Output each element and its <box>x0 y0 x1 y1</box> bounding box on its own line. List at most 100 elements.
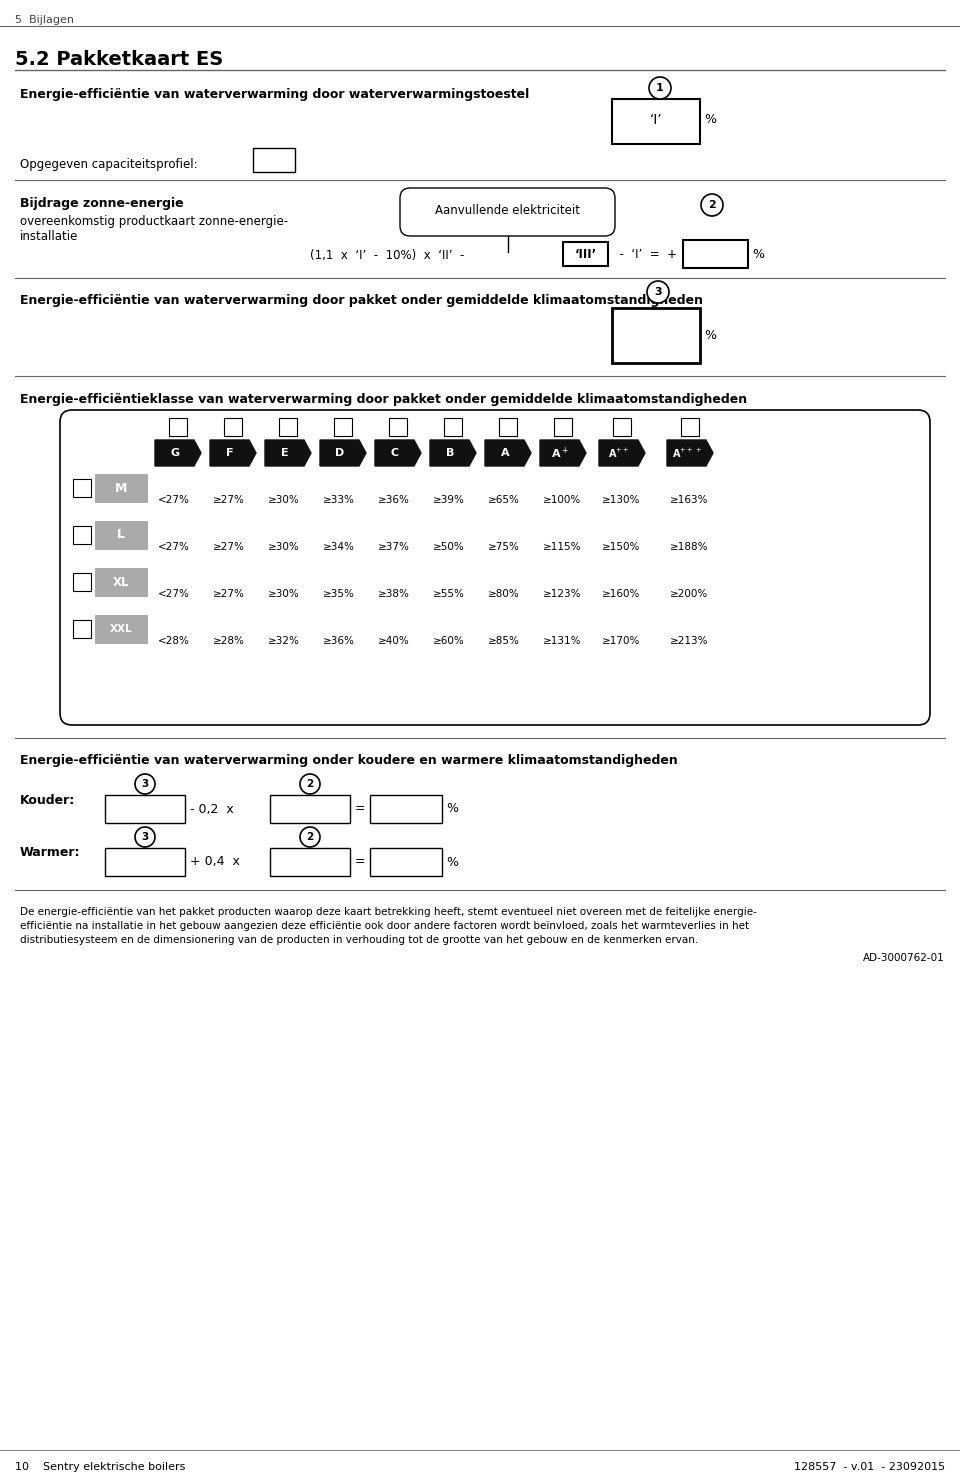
Text: ‘I’: ‘I’ <box>650 112 662 127</box>
Text: ≥30%: ≥30% <box>268 495 300 505</box>
Text: Aanvullende elektriciteit: Aanvullende elektriciteit <box>435 205 580 218</box>
Text: - 0,2  x: - 0,2 x <box>190 802 233 815</box>
Bar <box>270 795 350 823</box>
Text: Kouder:: Kouder: <box>20 793 75 807</box>
FancyBboxPatch shape <box>60 411 930 726</box>
Text: ≥188%: ≥188% <box>670 542 708 552</box>
Text: De energie-efficiëntie van het pakket producten waarop deze kaart betrekking hee: De energie-efficiëntie van het pakket pr… <box>20 907 756 917</box>
Text: efficiëntie na installatie in het gebouw aangezien deze efficiëntie ook door and: efficiëntie na installatie in het gebouw… <box>20 921 749 930</box>
Text: ≥36%: ≥36% <box>323 636 355 646</box>
Bar <box>612 99 700 144</box>
Circle shape <box>649 77 671 99</box>
Polygon shape <box>430 440 476 467</box>
Text: Energie-efficiëntie van waterverwarming door waterverwarmingstoestel: Energie-efficiëntie van waterverwarming … <box>20 88 529 102</box>
Text: Energie-efficiëntie van waterverwarming onder koudere en warmere klimaatomstandi: Energie-efficiëntie van waterverwarming … <box>20 754 678 767</box>
Bar <box>95 521 147 549</box>
Text: ≥160%: ≥160% <box>602 589 640 599</box>
Bar <box>389 418 407 436</box>
Polygon shape <box>485 440 531 467</box>
Text: A$^+$: A$^+$ <box>551 446 569 461</box>
Text: ≥39%: ≥39% <box>433 495 465 505</box>
Text: ≥100%: ≥100% <box>543 495 581 505</box>
Bar <box>105 795 185 823</box>
Text: ≥28%: ≥28% <box>213 636 245 646</box>
Polygon shape <box>210 440 256 467</box>
Text: <27%: <27% <box>158 542 190 552</box>
Text: ≥65%: ≥65% <box>488 495 520 505</box>
Circle shape <box>300 827 320 846</box>
Bar <box>334 418 352 436</box>
Text: 10    Sentry elektrische boilers: 10 Sentry elektrische boilers <box>15 1462 185 1472</box>
Text: ≥85%: ≥85% <box>488 636 520 646</box>
Text: A$^{+++}$: A$^{+++}$ <box>672 446 702 459</box>
Bar <box>73 620 91 637</box>
Text: %: % <box>704 330 716 342</box>
Text: =: = <box>355 802 366 815</box>
Bar <box>169 418 187 436</box>
Circle shape <box>135 827 155 846</box>
Circle shape <box>701 194 723 216</box>
Text: F: F <box>227 447 233 458</box>
Bar <box>683 240 748 268</box>
Text: Bijdrage zonne-energie: Bijdrage zonne-energie <box>20 197 183 210</box>
Bar <box>253 149 295 172</box>
Bar <box>499 418 517 436</box>
Text: ≥200%: ≥200% <box>670 589 708 599</box>
Text: 3: 3 <box>654 287 661 297</box>
Circle shape <box>135 774 155 793</box>
Bar <box>105 848 185 876</box>
Text: M: M <box>115 481 127 495</box>
Bar <box>95 615 147 643</box>
Text: E: E <box>281 447 289 458</box>
Text: ≥35%: ≥35% <box>323 589 355 599</box>
Bar <box>563 241 608 266</box>
Text: ≥75%: ≥75% <box>488 542 520 552</box>
Text: ≥213%: ≥213% <box>670 636 708 646</box>
Text: G: G <box>171 447 180 458</box>
Text: ≥27%: ≥27% <box>213 495 245 505</box>
Bar <box>73 526 91 545</box>
Text: <27%: <27% <box>158 589 190 599</box>
Text: %: % <box>704 113 716 127</box>
Text: %: % <box>752 247 764 261</box>
Text: D: D <box>335 447 345 458</box>
Text: ≥150%: ≥150% <box>602 542 640 552</box>
Text: ≥34%: ≥34% <box>323 542 355 552</box>
Bar <box>370 795 442 823</box>
Text: ≥40%: ≥40% <box>378 636 410 646</box>
Text: ≥131%: ≥131% <box>543 636 582 646</box>
Text: XL: XL <box>112 576 130 589</box>
Text: -  ‘I’  =  +: - ‘I’ = + <box>612 249 677 262</box>
Bar <box>444 418 462 436</box>
Text: %: % <box>446 855 458 868</box>
Text: ≥27%: ≥27% <box>213 542 245 552</box>
Bar <box>224 418 242 436</box>
Text: <28%: <28% <box>158 636 190 646</box>
Bar <box>270 848 350 876</box>
Bar <box>95 474 147 502</box>
Bar <box>73 478 91 498</box>
Bar <box>612 308 700 364</box>
Bar <box>73 573 91 590</box>
Polygon shape <box>155 440 201 467</box>
Circle shape <box>300 774 320 793</box>
Text: 2: 2 <box>708 200 716 210</box>
Bar <box>370 848 442 876</box>
Text: ≥115%: ≥115% <box>543 542 582 552</box>
Text: %: % <box>446 802 458 815</box>
Text: ‘III’: ‘III’ <box>574 247 596 261</box>
Text: ≥33%: ≥33% <box>323 495 355 505</box>
Text: Warmer:: Warmer: <box>20 846 81 860</box>
Text: ≥80%: ≥80% <box>488 589 519 599</box>
Text: ≥130%: ≥130% <box>602 495 640 505</box>
Polygon shape <box>375 440 421 467</box>
Text: 2: 2 <box>306 779 314 789</box>
Text: C: C <box>391 447 399 458</box>
Text: =: = <box>355 855 366 868</box>
Text: ≥27%: ≥27% <box>213 589 245 599</box>
Text: 128557  - v.01  - 23092015: 128557 - v.01 - 23092015 <box>794 1462 945 1472</box>
Bar <box>95 568 147 596</box>
Bar <box>681 418 699 436</box>
Text: ≥38%: ≥38% <box>378 589 410 599</box>
Bar <box>554 418 572 436</box>
